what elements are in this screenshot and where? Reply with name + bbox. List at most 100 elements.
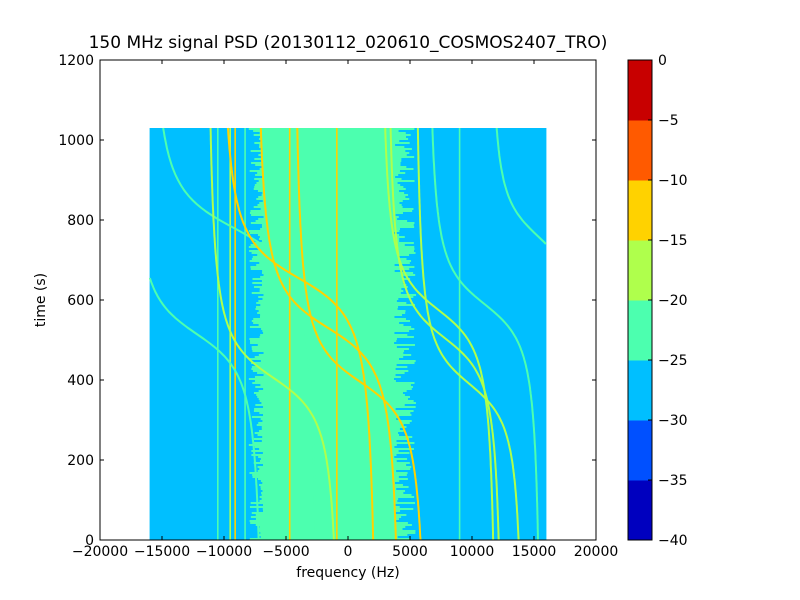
noise-speckle: [249, 520, 265, 522]
noise-speckle: [393, 508, 414, 510]
noise-speckle: [259, 288, 265, 290]
noise-speckle: [393, 156, 415, 158]
noise-speckle: [254, 142, 265, 144]
noise-speckle: [393, 256, 399, 258]
noise-speckle: [256, 302, 265, 304]
noise-speckle: [393, 530, 416, 532]
doppler-trace: [148, 277, 260, 540]
noise-speckle: [393, 464, 407, 466]
noise-speckle: [260, 384, 265, 386]
noise-speckle: [257, 470, 265, 472]
noise-speckle: [393, 384, 411, 386]
noise-speckle: [262, 452, 265, 454]
noise-speckle: [261, 280, 265, 282]
noise-speckle: [261, 402, 265, 404]
noise-speckle: [393, 466, 412, 468]
noise-speckle: [393, 350, 405, 352]
noise-speckle: [250, 266, 265, 268]
noise-speckle: [263, 388, 265, 390]
noise-speckle: [393, 490, 406, 492]
noise-speckle: [260, 532, 265, 534]
noise-speckle: [393, 346, 397, 348]
noise-speckle: [260, 418, 265, 420]
noise-speckle: [393, 460, 397, 462]
noise-speckle: [252, 256, 265, 258]
noise-speckle: [393, 172, 406, 174]
noise-speckle: [259, 202, 265, 204]
noise-speckle: [261, 224, 265, 226]
doppler-trace: [389, 128, 500, 540]
y-tick-label: 400: [67, 373, 94, 389]
noise-speckle: [393, 164, 401, 166]
noise-speckle: [262, 482, 265, 484]
noise-speckle: [261, 272, 265, 274]
noise-speckle: [393, 260, 412, 262]
noise-speckle: [393, 270, 395, 272]
noise-speckle: [393, 316, 395, 318]
colorbar-tick-label: −40: [658, 533, 688, 549]
x-tick-label: 5000: [392, 544, 428, 560]
noise-speckle: [259, 484, 265, 486]
y-tick-label: 1000: [58, 133, 94, 149]
noise-speckle: [253, 438, 265, 440]
noise-speckle: [393, 506, 400, 508]
noise-speckle: [255, 220, 265, 222]
spectrogram-image: [148, 127, 547, 540]
noise-speckle: [393, 332, 395, 334]
noise-speckle: [258, 218, 265, 220]
noise-speckle: [393, 220, 408, 222]
noise-speckle: [251, 162, 265, 164]
noise-speckle: [393, 178, 402, 180]
noise-speckle: [251, 346, 265, 348]
noise-speckle: [253, 134, 265, 136]
noise-speckle: [263, 414, 265, 416]
noise-speckle: [248, 128, 265, 130]
noise-speckle: [258, 398, 265, 400]
noise-speckle: [250, 268, 265, 270]
noise-speckle: [393, 420, 412, 422]
noise-speckle: [393, 374, 396, 376]
noise-speckle: [260, 304, 265, 306]
noise-speckle: [252, 474, 265, 476]
noise-speckle: [252, 476, 265, 478]
noise-speckle: [262, 270, 265, 272]
noise-speckle: [393, 468, 411, 470]
noise-speckle: [254, 446, 265, 448]
noise-speckle: [393, 180, 415, 182]
noise-speckle: [255, 524, 265, 526]
noise-speckle: [393, 456, 395, 458]
noise-speckle: [393, 170, 400, 172]
y-axis-label: time (s): [33, 273, 49, 327]
noise-speckle: [393, 428, 400, 430]
noise-speckle: [393, 438, 410, 440]
noise-speckle: [257, 254, 265, 256]
noise-speckle: [248, 230, 265, 232]
noise-speckle: [260, 536, 265, 538]
colorbar-tick-label: −20: [658, 293, 688, 309]
noise-speckle: [393, 264, 395, 266]
noise-speckle: [393, 486, 409, 488]
noise-speckle: [393, 448, 414, 450]
noise-speckle: [261, 440, 265, 442]
noise-speckle: [393, 368, 396, 370]
noise-speckle: [393, 208, 414, 210]
noise-speckle: [259, 412, 265, 414]
x-tick-label: 10000: [450, 544, 495, 560]
noise-speckle: [263, 510, 265, 512]
noise-speckle: [253, 322, 265, 324]
noise-speckle: [249, 472, 265, 474]
noise-speckle: [259, 534, 265, 536]
noise-speckle: [256, 198, 265, 200]
noise-speckle: [393, 210, 413, 212]
noise-speckle: [393, 392, 403, 394]
noise-speckle: [259, 290, 265, 292]
noise-speckle: [393, 186, 404, 188]
noise-speckle: [393, 272, 414, 274]
noise-speckle: [393, 478, 408, 480]
noise-speckle: [263, 406, 265, 408]
noise-speckle: [393, 434, 400, 436]
noise-speckle: [254, 356, 265, 358]
noise-speckle: [393, 426, 407, 428]
noise-speckle: [393, 274, 416, 276]
noise-speckle: [393, 336, 414, 338]
